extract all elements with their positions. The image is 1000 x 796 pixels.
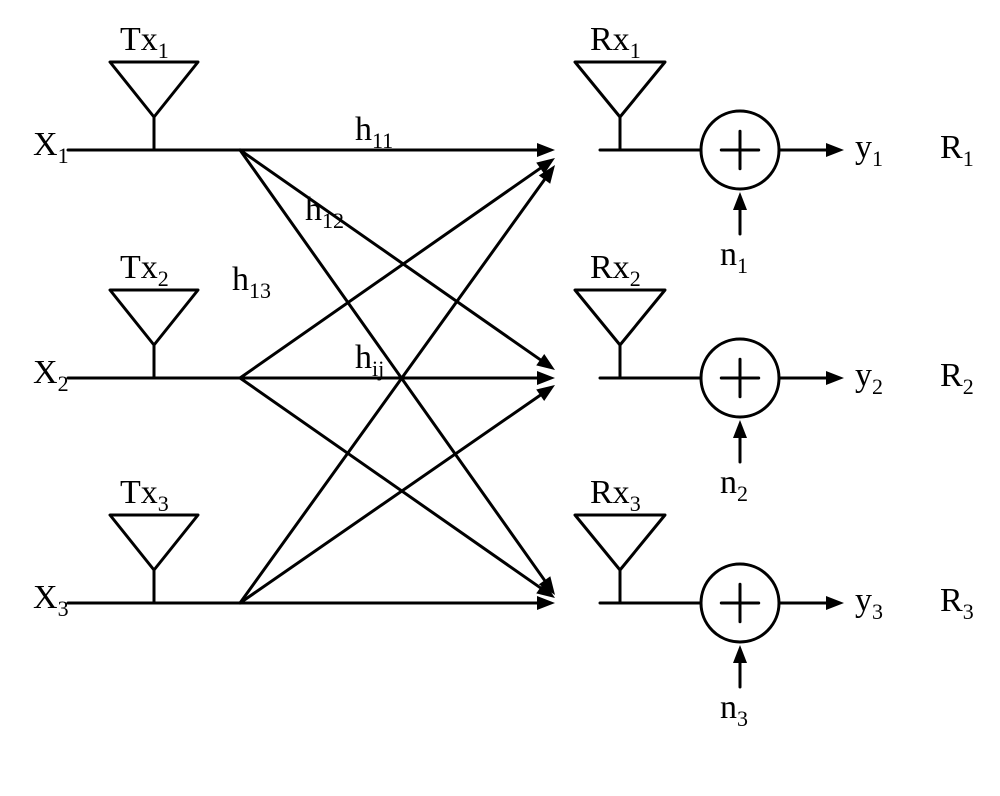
tx1: Tx1 X1 — [33, 21, 240, 168]
rx1-rate: R1 — [940, 129, 974, 171]
tx3-input: X3 — [33, 579, 69, 621]
rx3-rate: R3 — [940, 582, 974, 624]
rx2-rate: R2 — [940, 357, 974, 399]
h-label: h13 — [232, 261, 271, 303]
rx1-output: y1 — [855, 129, 883, 171]
tx3: Tx3 X3 — [33, 474, 240, 621]
rx2-label: Rx2 — [590, 249, 641, 291]
tx2-input: X2 — [33, 354, 69, 396]
rx3-noise: n3 — [720, 689, 748, 731]
rx2-noise: n2 — [720, 464, 748, 506]
rx3-output: y3 — [855, 582, 883, 624]
h-label: h11 — [355, 111, 393, 153]
tx2: Tx2 X2 — [33, 249, 240, 396]
rx3-label: Rx3 — [590, 474, 641, 516]
tx2-label: Tx2 — [120, 249, 169, 291]
h-label: h12 — [305, 191, 344, 233]
channel-arrows — [240, 143, 555, 610]
rx2: Rx2 y2 n2 R2 — [575, 249, 974, 506]
tx3-label: Tx3 — [120, 474, 169, 516]
rx2-output: y2 — [855, 357, 883, 399]
mimo-diagram: Tx1X1Tx2X2Tx3X3h11h12h13hijRx1y1n1R1Rx2y… — [0, 0, 1000, 796]
tx1-label: Tx1 — [120, 21, 169, 63]
tx1-input: X1 — [33, 126, 69, 168]
rx1-label: Rx1 — [590, 21, 641, 63]
rx3: Rx3 y3 n3 R3 — [575, 474, 974, 731]
rx1-noise: n1 — [720, 236, 748, 278]
rx1: Rx1 y1 n1 R1 — [575, 21, 974, 278]
